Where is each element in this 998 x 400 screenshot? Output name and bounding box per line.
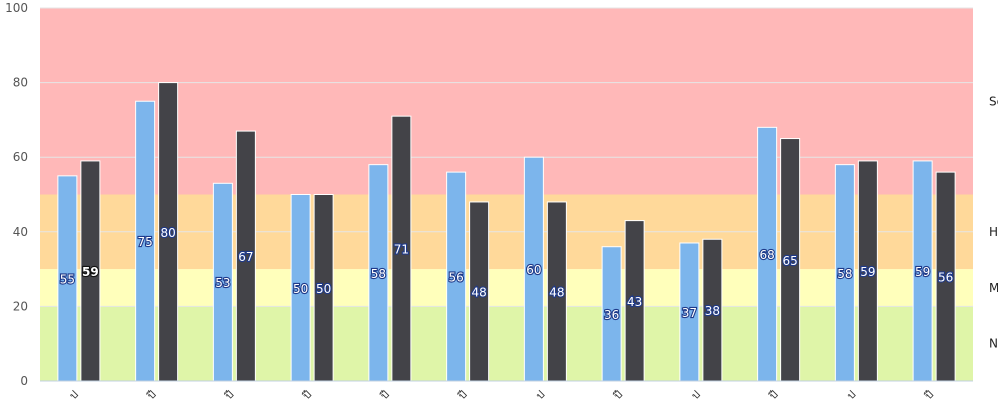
data-label-s1-c10: 59: [860, 265, 875, 279]
y-tick-label-0: 0: [20, 374, 28, 388]
x-tick-label-2: ปี: [222, 388, 237, 400]
data-label-s1-c0: 59: [82, 265, 99, 279]
band-3: [40, 8, 973, 195]
data-label-s0-c3: 50: [293, 282, 308, 296]
data-label-s1-c8: 38: [705, 304, 720, 318]
data-label-s1-c11: 56: [938, 271, 953, 285]
x-tick-label-10: ป: [844, 388, 858, 400]
bars: [57, 82, 956, 382]
data-label-s0-c2: 53: [215, 276, 230, 290]
band-labels: N M H Se: [989, 94, 998, 350]
data-label-s0-c9: 68: [759, 248, 774, 262]
data-label-s1-c9: 65: [782, 254, 797, 268]
x-tick-label-9: ปี: [766, 388, 781, 400]
x-tick-label-5: ปี: [455, 388, 470, 400]
data-label-s0-c4: 58: [371, 267, 386, 281]
x-tick-label-4: ปี: [377, 388, 392, 400]
x-tick-label-6: ป: [533, 388, 547, 400]
x-tick-label-8: ป: [689, 388, 703, 400]
data-label-s0-c7: 36: [604, 308, 619, 322]
x-tick-label-3: ปี: [299, 388, 314, 400]
risk-bands: [40, 8, 973, 381]
data-label-s0-c6: 60: [526, 263, 541, 277]
band-label-1: M: [989, 281, 998, 295]
y-tick-label-1: 20: [13, 299, 28, 313]
x-tick-label-1: ปี: [144, 388, 159, 400]
data-label-s0-c5: 56: [448, 271, 463, 285]
data-label-s1-c7: 43: [627, 295, 642, 309]
data-label-s1-c5: 48: [471, 285, 486, 299]
data-labels: 55 75 53 50 58 56 60 36 37 68 58 59 59 80 67 50 71 48 48 43…: [59, 225, 955, 323]
data-label-s0-c0: 55: [60, 272, 75, 286]
band-1: [40, 269, 973, 307]
data-label-s1-c2: 67: [238, 250, 253, 264]
data-label-s0-c10: 58: [837, 267, 852, 281]
data-label-s1-c4: 71: [394, 243, 409, 257]
band-0: [40, 306, 973, 381]
y-tick-label-2: 40: [13, 225, 28, 239]
x-tick-label-0: ป: [67, 388, 81, 400]
band-label-0: N: [989, 337, 998, 351]
y-tick-label-3: 60: [13, 150, 28, 164]
y-tick-label-4: 80: [13, 76, 28, 90]
x-tick-label-7: ปี: [610, 388, 625, 400]
x-axis: ป ปี ปี ปี ปี ปี ป ปี ป ปี ป ปี: [40, 380, 973, 400]
data-label-s1-c3: 50: [316, 282, 331, 296]
y-axis: 0 20 40 60 80 100: [5, 1, 28, 388]
data-label-s1-c1: 80: [160, 226, 175, 240]
band-label-3: Se: [989, 94, 998, 108]
y-tick-label-5: 100: [5, 1, 28, 15]
band-label-2: H: [989, 225, 998, 239]
data-label-s1-c6: 48: [549, 285, 564, 299]
data-label-s0-c8: 37: [682, 306, 697, 320]
data-label-s0-c11: 59: [915, 265, 930, 279]
x-tick-label-11: ปี: [921, 388, 936, 400]
data-label-s0-c1: 75: [137, 235, 152, 249]
